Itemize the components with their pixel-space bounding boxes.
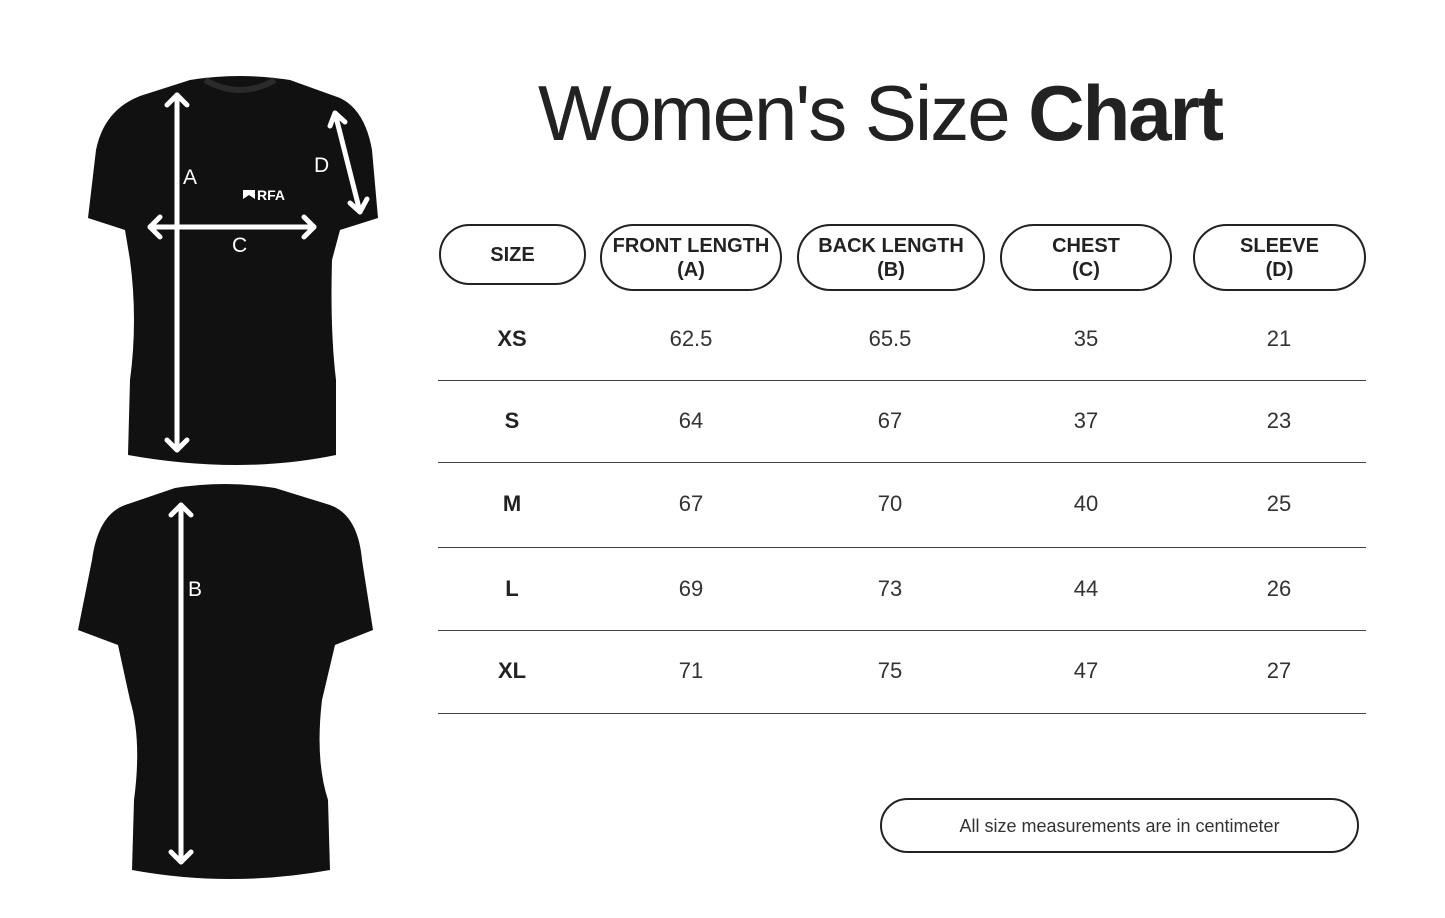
cell-sleeve: 21: [1266, 326, 1292, 351]
label-b: B: [188, 578, 202, 601]
cell-front-length: 71: [678, 658, 704, 683]
label-a: A: [183, 166, 197, 189]
cell-back-length: 65.5: [868, 326, 912, 351]
cell-size: M: [502, 491, 522, 516]
cell-front-length: 69: [678, 576, 704, 601]
header-size: SIZE: [439, 224, 586, 285]
cell-front-length: 62.5: [669, 326, 713, 351]
cell-size: XS: [497, 326, 527, 351]
cell-sleeve: 27: [1266, 658, 1292, 683]
row-divider: [438, 380, 1366, 381]
cell-front-length: 64: [678, 408, 704, 433]
cell-size: S: [504, 408, 520, 433]
row-divider: [438, 713, 1366, 714]
row-divider: [438, 462, 1366, 463]
cell-back-length: 73: [877, 576, 903, 601]
page-title: Women's Size Chart: [538, 69, 1224, 157]
back-tshirt-image: [78, 484, 373, 879]
label-c: C: [232, 234, 247, 257]
cell-chest: 47: [1073, 658, 1099, 683]
chest-arrow: [147, 214, 317, 240]
cell-sleeve: 23: [1266, 408, 1292, 433]
cell-chest: 40: [1073, 491, 1099, 516]
cell-back-length: 70: [877, 491, 903, 516]
label-d: D: [314, 154, 329, 177]
header-sleeve: SLEEVE (D): [1193, 224, 1366, 291]
front-length-arrow: [164, 92, 190, 453]
cell-sleeve: 26: [1266, 576, 1292, 601]
back-length-arrow: [168, 502, 194, 865]
front-tshirt-image: [88, 76, 378, 465]
units-note: All size measurements are in centimeter: [880, 798, 1359, 853]
tshirt-diagram: A C D B RFA: [78, 76, 378, 879]
row-divider: [438, 630, 1366, 631]
cell-chest: 37: [1073, 408, 1099, 433]
row-divider: [438, 547, 1366, 548]
cell-chest: 35: [1073, 326, 1099, 351]
cell-back-length: 75: [877, 658, 903, 683]
cell-chest: 44: [1073, 576, 1099, 601]
header-back-length: BACK LENGTH (B): [797, 224, 985, 291]
cell-front-length: 67: [678, 491, 704, 516]
logo-text: RFA: [257, 187, 285, 203]
cell-size: XL: [497, 658, 527, 683]
cell-back-length: 67: [877, 408, 903, 433]
cell-size: L: [505, 576, 519, 601]
cell-sleeve: 25: [1266, 491, 1292, 516]
header-front-length: FRONT LENGTH (A): [600, 224, 782, 291]
sleeve-arrow: [327, 110, 370, 215]
header-chest: CHEST (C): [1000, 224, 1172, 291]
rfa-logo: RFA: [243, 187, 285, 203]
